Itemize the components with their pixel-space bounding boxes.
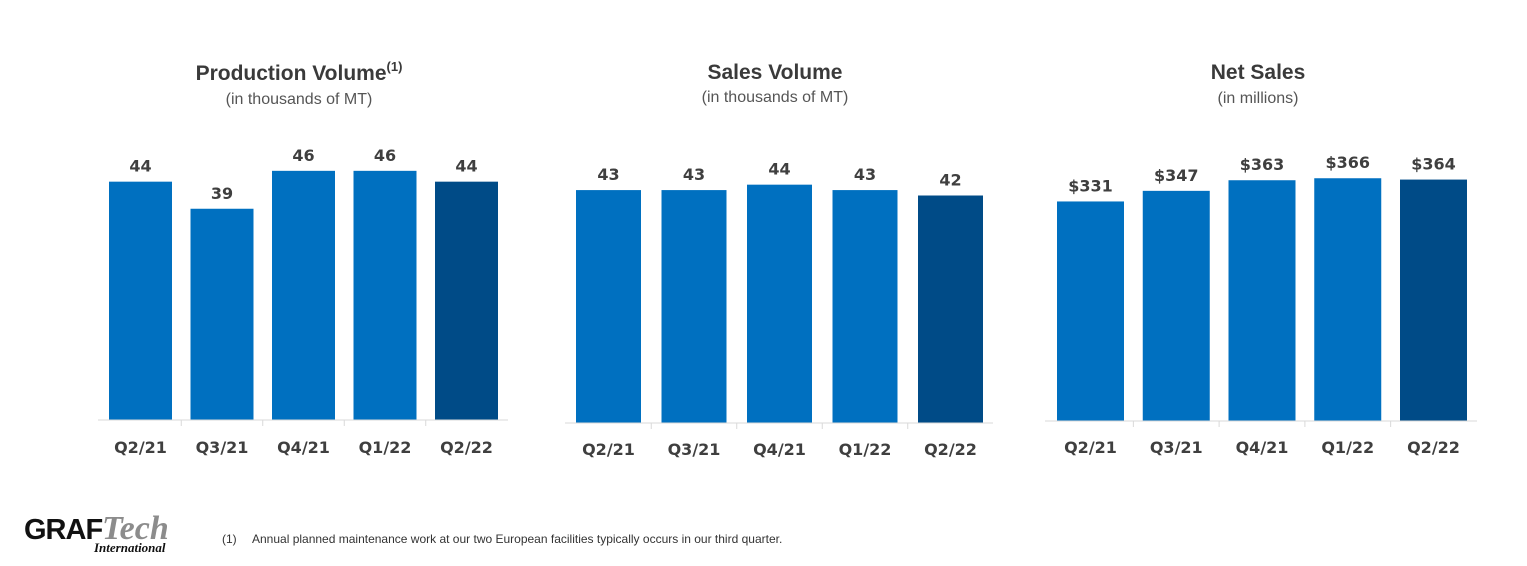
value-label: 44: [768, 160, 790, 179]
footnote-marker: (1): [222, 532, 237, 546]
x-tick-label: Q2/22: [924, 440, 977, 459]
bar-q2-22: [918, 195, 983, 423]
value-label: 42: [939, 171, 961, 190]
x-tick-label: Q2/22: [440, 438, 493, 457]
x-tick-label: Q2/21: [582, 440, 635, 459]
bar-q2-22: [1400, 179, 1467, 421]
value-label: 44: [455, 157, 477, 176]
bar-q1-22: [832, 190, 898, 423]
value-label: 39: [211, 184, 233, 203]
value-label: 44: [129, 157, 151, 176]
chart-subtitle: (in thousands of MT): [226, 91, 373, 108]
chart-title: Net Sales: [1211, 61, 1306, 84]
x-tick-label: Q3/21: [668, 440, 721, 459]
value-label: $347: [1154, 166, 1199, 185]
logo-international-text: International: [94, 540, 166, 555]
bar-q3-21: [661, 190, 727, 423]
chart-title: Production Volume(1): [196, 59, 403, 85]
value-label: $364: [1411, 155, 1456, 174]
x-tick-label: Q1/22: [1321, 438, 1374, 457]
value-label: 43: [854, 165, 876, 184]
x-tick-label: Q4/21: [1236, 438, 1289, 457]
x-tick-label: Q2/21: [114, 438, 167, 457]
chart-subtitle: (in millions): [1218, 90, 1299, 107]
bar-q1-22: [1314, 178, 1382, 421]
value-label: $331: [1068, 176, 1113, 195]
x-tick-label: Q2/22: [1407, 438, 1460, 457]
value-label: 46: [374, 146, 396, 165]
bar-q4-21: [272, 170, 335, 420]
x-tick-label: Q3/21: [1150, 438, 1203, 457]
bar-q3-21: [190, 208, 254, 420]
production-volume-chart: Production Volume(1) (in thousands of MT…: [98, 59, 508, 457]
chart-subtitle: (in thousands of MT): [702, 89, 849, 106]
bar-q2-22: [435, 181, 498, 420]
bar-q2-21: [109, 181, 172, 420]
x-tick-label: Q4/21: [753, 440, 806, 459]
x-tick-label: Q2/21: [1064, 438, 1117, 457]
net-sales-chart: Net Sales (in millions) $331 Q2/21 $347 Q3/…: [1045, 61, 1477, 457]
value-label: $366: [1325, 153, 1370, 172]
value-label: 43: [683, 165, 705, 184]
x-tick-label: Q1/22: [839, 440, 892, 459]
bar-q1-22: [353, 170, 417, 420]
charts-canvas: Production Volume(1) (in thousands of MT…: [98, 59, 1477, 459]
value-label: $363: [1240, 155, 1285, 174]
bar-q4-21: [747, 184, 812, 423]
sales-volume-chart: Sales Volume (in thousands of MT) 43 Q2/2…: [565, 61, 993, 459]
x-tick-label: Q4/21: [277, 438, 330, 457]
bar-q4-21: [1228, 180, 1296, 421]
bar-q3-21: [1142, 190, 1210, 421]
value-label: 46: [292, 146, 314, 165]
bar-q2-21: [576, 190, 641, 423]
footnote-text: Annual planned maintenance work at our t…: [252, 532, 783, 546]
graftech-logo: Tech GRAF International: [24, 510, 184, 560]
logo-graf-text: GRAF: [24, 514, 103, 546]
chart-title: Sales Volume: [707, 61, 842, 84]
value-label: 43: [597, 165, 619, 184]
bar-q2-21: [1057, 201, 1124, 421]
x-tick-label: Q1/22: [359, 438, 412, 457]
footnote: (1) Annual planned maintenance work at ou…: [222, 532, 782, 546]
x-tick-label: Q3/21: [196, 438, 249, 457]
logo-tech-text: Tech: [102, 510, 169, 547]
